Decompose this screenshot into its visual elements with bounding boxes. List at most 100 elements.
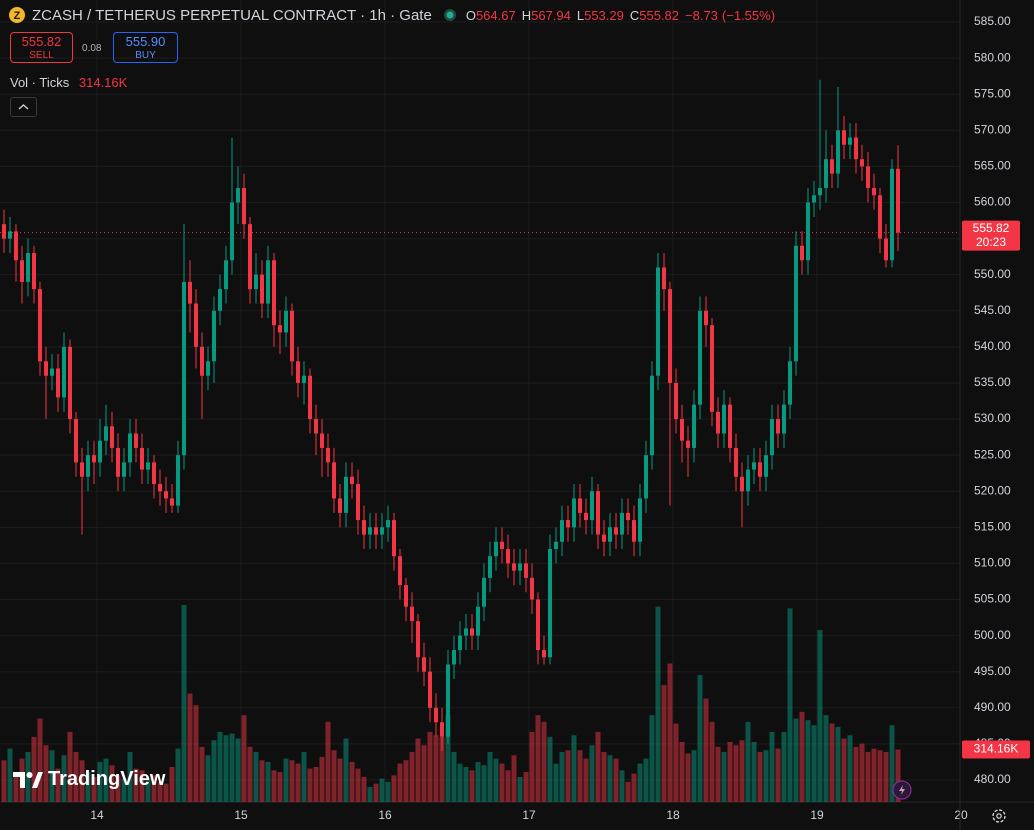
volume-bar xyxy=(853,746,859,802)
symbol-title[interactable]: ZCASH / TETHERUS PERPETUAL CONTRACT · 1h… xyxy=(32,6,432,24)
candle-body xyxy=(242,188,247,225)
change-value: −8.73 xyxy=(685,7,718,23)
candle-body xyxy=(236,188,241,203)
candle-body xyxy=(26,253,31,282)
candle-body xyxy=(608,527,613,542)
volume-bar xyxy=(325,721,331,802)
volume-bar xyxy=(577,750,583,802)
volume-bar xyxy=(67,731,73,802)
candle-body xyxy=(548,548,553,658)
volume-bar xyxy=(145,778,151,802)
volume-bar xyxy=(187,693,193,802)
candle-body xyxy=(860,159,865,167)
volume-bar xyxy=(637,763,643,802)
volume-bar xyxy=(691,750,697,802)
volume-bar xyxy=(721,751,727,802)
alert-icon[interactable] xyxy=(892,780,912,800)
candle-body xyxy=(848,137,853,145)
volume-bar xyxy=(43,745,49,802)
candle-body xyxy=(320,433,325,448)
volume-bar xyxy=(823,715,829,802)
volume-bar xyxy=(769,731,775,802)
settings-icon[interactable] xyxy=(992,809,1006,823)
x-tick-label: 19 xyxy=(810,808,824,822)
volume-bar xyxy=(793,718,799,802)
candle-body xyxy=(602,534,607,542)
volume-bar xyxy=(319,756,325,802)
candle-body xyxy=(464,628,469,636)
volume-bar xyxy=(787,608,793,802)
y-tick-label: 510.00 xyxy=(974,556,1011,570)
volume-bar xyxy=(37,718,43,802)
candle-body xyxy=(446,664,451,737)
candle-body xyxy=(488,556,493,578)
candle-body xyxy=(200,346,205,376)
volume-bar xyxy=(217,731,223,802)
volume-bar xyxy=(883,751,889,802)
candle-body xyxy=(704,310,709,326)
candle-body xyxy=(278,325,283,333)
candle-body xyxy=(176,455,181,506)
candle-body xyxy=(650,375,655,456)
buy-button[interactable]: 555.90 BUY xyxy=(113,32,178,63)
volume-bar xyxy=(151,775,157,802)
candle-body xyxy=(2,224,7,239)
x-tick-label: 16 xyxy=(378,808,392,822)
x-tick-label: 15 xyxy=(234,808,248,822)
candle-body xyxy=(32,253,37,290)
candle-body xyxy=(206,361,211,376)
candle-body xyxy=(758,462,763,477)
collapse-button[interactable] xyxy=(10,97,37,117)
volume-bar xyxy=(583,758,589,802)
volume-bar xyxy=(133,768,139,802)
candle-body xyxy=(290,310,295,362)
candle-body xyxy=(734,447,739,477)
candle-body xyxy=(620,512,625,535)
svg-text:Z: Z xyxy=(14,10,21,22)
candle-body xyxy=(524,563,529,578)
volume-bar xyxy=(235,738,241,802)
candles xyxy=(2,79,901,752)
candle-body xyxy=(518,563,523,571)
candle-body xyxy=(890,168,895,261)
candle-body xyxy=(314,419,319,434)
candle-body xyxy=(122,462,127,477)
settings-ring xyxy=(992,809,1006,823)
volume-bar xyxy=(781,731,787,802)
volume-title: Vol · Ticks xyxy=(10,75,70,90)
volume-bar xyxy=(463,766,469,802)
candle-body xyxy=(506,548,511,564)
volume-bar xyxy=(475,761,481,802)
x-tick-label: 18 xyxy=(666,808,680,822)
volume-bar xyxy=(121,778,127,802)
candle-body xyxy=(296,361,301,383)
volume-bar xyxy=(301,751,307,802)
candle-body xyxy=(512,563,517,571)
y-tick-label: 520.00 xyxy=(974,483,1011,497)
volume-bar xyxy=(871,748,877,802)
volume-bar xyxy=(253,751,259,802)
candle-body xyxy=(728,404,733,448)
status-dot xyxy=(443,9,456,21)
volume-bar xyxy=(817,630,823,802)
volume-bar xyxy=(331,750,337,802)
volume-bar xyxy=(829,723,835,802)
volume-bar xyxy=(127,751,133,802)
candle-body xyxy=(572,498,577,528)
candle-body xyxy=(710,325,715,412)
candle-body xyxy=(614,527,619,535)
volume-bar xyxy=(703,698,709,802)
brand-logo[interactable]: TradingView xyxy=(12,768,165,791)
candle-body xyxy=(170,498,175,506)
volume-bar xyxy=(589,745,595,802)
volume-bar xyxy=(265,761,271,802)
candle-body xyxy=(266,260,271,304)
y-tick-label: 530.00 xyxy=(974,411,1011,425)
volume-bar xyxy=(505,770,511,802)
volume-bar xyxy=(313,766,319,802)
volume-bar xyxy=(73,751,79,802)
candle-body xyxy=(836,130,841,174)
volume-bar xyxy=(625,781,631,802)
sell-button[interactable]: 555.82 SELL xyxy=(10,32,73,63)
candle-body xyxy=(224,260,229,290)
